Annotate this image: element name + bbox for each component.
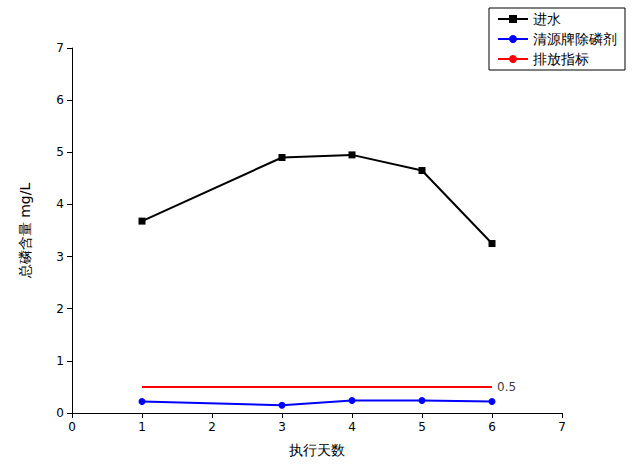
svg-text:进水: 进水	[533, 11, 561, 27]
svg-text:2: 2	[56, 302, 64, 316]
svg-text:0.5: 0.5	[497, 380, 516, 394]
svg-text:7: 7	[558, 420, 566, 434]
svg-text:总磷含量 mg/L: 总磷含量 mg/L	[17, 183, 33, 280]
svg-text:7: 7	[56, 41, 64, 55]
svg-text:4: 4	[56, 197, 64, 211]
svg-text:1: 1	[56, 354, 64, 368]
svg-text:4: 4	[348, 420, 356, 434]
svg-text:5: 5	[56, 145, 64, 159]
svg-text:5: 5	[418, 420, 426, 434]
svg-text:0: 0	[56, 406, 64, 420]
svg-text:3: 3	[56, 250, 64, 264]
svg-text:排放指标: 排放指标	[533, 51, 589, 67]
svg-text:执行天数: 执行天数	[289, 442, 345, 458]
svg-text:0: 0	[68, 420, 76, 434]
svg-text:清源牌除磷剂: 清源牌除磷剂	[533, 31, 617, 47]
svg-text:6: 6	[488, 420, 496, 434]
svg-text:1: 1	[138, 420, 146, 434]
svg-text:2: 2	[208, 420, 216, 434]
svg-text:3: 3	[278, 420, 286, 434]
svg-text:6: 6	[56, 93, 64, 107]
